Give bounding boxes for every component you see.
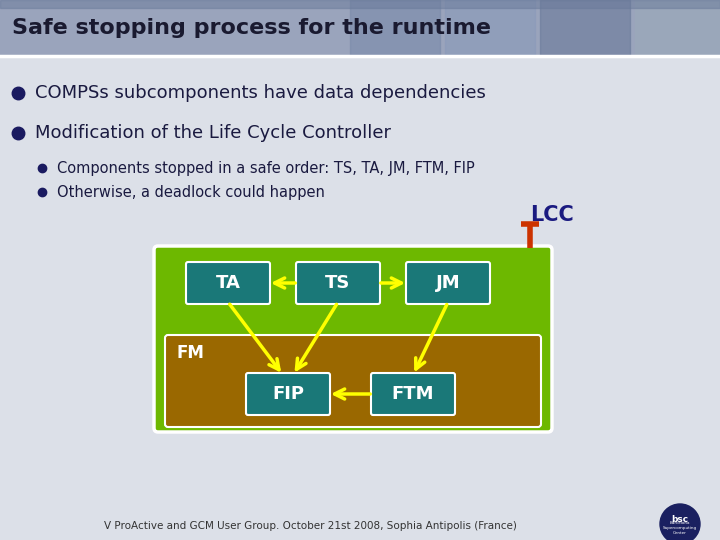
Text: Barcelona
Supercomputing
Center: Barcelona Supercomputing Center [663, 522, 697, 535]
Text: TA: TA [215, 274, 240, 292]
FancyBboxPatch shape [406, 262, 490, 304]
Text: Components stopped in a safe order: TS, TA, JM, FTM, FIP: Components stopped in a safe order: TS, … [57, 160, 474, 176]
Bar [0, 0, 720, 55]
Text: bsc: bsc [672, 516, 688, 524]
FancyBboxPatch shape [246, 373, 330, 415]
Bar [635, 0, 720, 55]
Text: FIP: FIP [272, 385, 304, 403]
FancyBboxPatch shape [165, 335, 541, 427]
Text: TS: TS [325, 274, 351, 292]
Bar [350, 0, 440, 55]
Text: JM: JM [436, 274, 460, 292]
Bar [445, 0, 535, 55]
Circle shape [660, 504, 700, 540]
FancyBboxPatch shape [186, 262, 270, 304]
FancyBboxPatch shape [371, 373, 455, 415]
Text: V ProActive and GCM User Group. October 21st 2008, Sophia Antipolis (France): V ProActive and GCM User Group. October … [104, 521, 516, 531]
FancyBboxPatch shape [154, 246, 552, 432]
Text: FM: FM [176, 344, 204, 362]
Bar [0, 0, 720, 8]
Text: Safe stopping process for the runtime: Safe stopping process for the runtime [12, 17, 491, 37]
Text: FTM: FTM [392, 385, 434, 403]
Text: Modification of the Life Cycle Controller: Modification of the Life Cycle Controlle… [35, 124, 391, 142]
Text: Otherwise, a deadlock could happen: Otherwise, a deadlock could happen [57, 185, 325, 199]
Text: COMPSs subcomponents have data dependencies: COMPSs subcomponents have data dependenc… [35, 84, 486, 102]
Bar [540, 0, 630, 55]
Text: LCC: LCC [530, 205, 574, 225]
FancyBboxPatch shape [296, 262, 380, 304]
